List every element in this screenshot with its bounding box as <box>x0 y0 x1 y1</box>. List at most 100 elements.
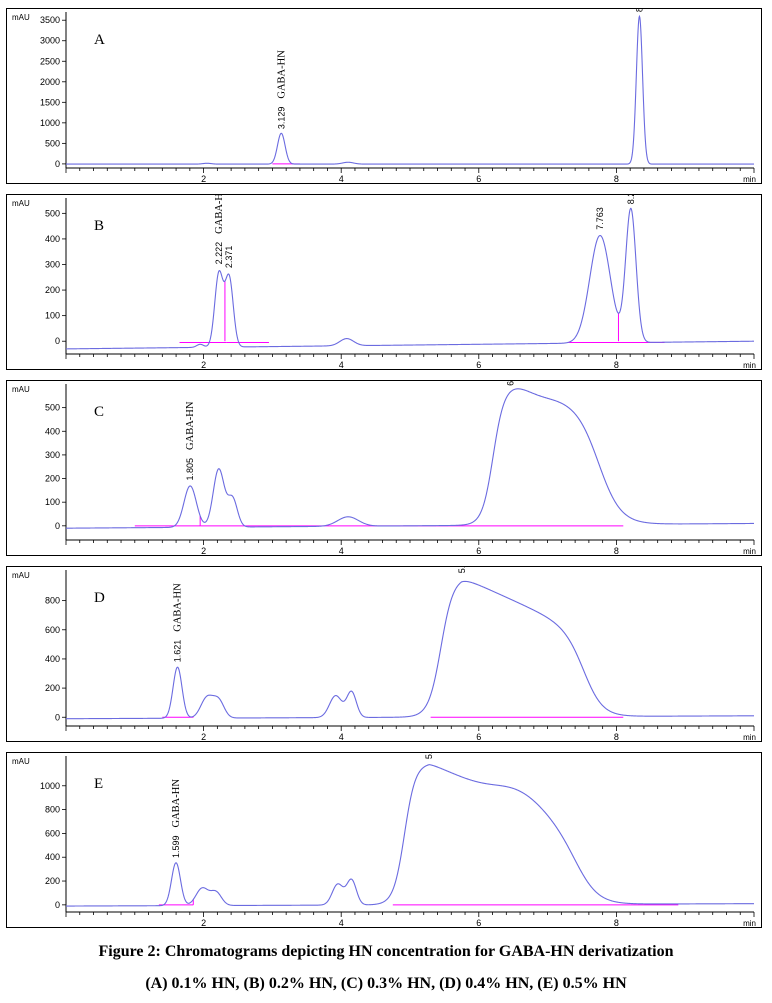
y-tick-label: 500 <box>45 208 60 218</box>
peak-retention-label: 6.460 <box>505 380 515 386</box>
y-tick-label: 100 <box>45 497 60 507</box>
y-axis-unit: mAU <box>12 571 30 580</box>
panel-letter: C <box>94 404 104 420</box>
x-tick-label: 2 <box>201 918 206 928</box>
x-tick-label: 6 <box>476 732 481 742</box>
x-axis-unit: min <box>743 733 756 742</box>
chromatogram-panel-e: 2 4 6 8 min 0 200 400 600 800 1000 mAU E 1.599 GABA-HN… <box>6 752 762 928</box>
chromatogram-d-svg: 2 4 6 8 min 0 200 400 600 800 mAU D 1.621 GABA-HN 5.75… <box>6 566 762 742</box>
panel-letter: E <box>94 776 103 792</box>
y-tick-label: 3000 <box>40 36 60 46</box>
peak-retention-label: 2.371 <box>224 246 234 269</box>
peak-retention-label: 8.335 <box>634 8 644 12</box>
chromatogram-c-svg: 2 4 6 8 min 0 100 200 300 400 500 mAU C 1.805 GABA-HN 6… <box>6 380 762 556</box>
peak-retention-label: 5.276 <box>424 752 434 759</box>
y-tick-label: 0 <box>55 521 60 531</box>
panel-letter: A <box>94 32 105 48</box>
y-tick-label: 200 <box>45 876 60 886</box>
y-tick-label: 0 <box>55 712 60 722</box>
x-tick-label: 8 <box>614 918 619 928</box>
y-tick-label: 200 <box>45 285 60 295</box>
y-tick-label: 400 <box>45 852 60 862</box>
chromatogram-e-svg: 2 4 6 8 min 0 200 400 600 800 1000 mAU E 1.599 GABA-HN… <box>6 752 762 928</box>
x-tick-label: 6 <box>476 174 481 184</box>
y-tick-label: 400 <box>45 654 60 664</box>
chromatogram-trace <box>66 388 755 529</box>
chromatogram-trace <box>65 207 755 350</box>
panel-frame <box>6 380 762 556</box>
peak-retention-label: 1.621 <box>173 640 183 663</box>
y-tick-label: 2500 <box>40 56 60 66</box>
peak-compound-label: GABA-HN <box>214 194 225 234</box>
chromatogram-b-svg: 2 4 6 8 min 0 100 200 300 400 500 mAU B 2.222 GABA-HN 2… <box>6 194 762 370</box>
y-tick-label: 300 <box>45 259 60 269</box>
y-tick-label: 0 <box>55 159 60 169</box>
x-tick-label: 8 <box>614 360 619 370</box>
x-tick-label: 2 <box>201 732 206 742</box>
x-tick-label: 8 <box>614 732 619 742</box>
figure-caption-title: Figure 2: Chromatograms depicting HN con… <box>98 943 674 960</box>
panel-frame <box>6 566 762 742</box>
y-tick-label: 1000 <box>40 781 60 791</box>
peak-retention-label: 3.129 <box>276 107 286 130</box>
peak-retention-label: 1.805 <box>185 458 195 481</box>
chromatogram-trace <box>66 580 755 720</box>
panel-letter: D <box>94 590 105 606</box>
panel-frame <box>6 194 762 370</box>
panel-frame <box>6 8 762 184</box>
x-axis-unit: min <box>743 175 756 184</box>
chromatogram-a-svg: 2 4 6 8 min 0 500 1000 1500 2000 2500 3000 3500 mAU A 3… <box>6 8 762 184</box>
y-tick-label: 800 <box>45 805 60 815</box>
peak-compound-label: GABA-HN <box>185 401 196 450</box>
chromatogram-panel-b: 2 4 6 8 min 0 100 200 300 400 500 mAU B 2.222 GABA-HN 2… <box>6 194 762 370</box>
y-tick-label: 600 <box>45 625 60 635</box>
peak-retention-label: 7.763 <box>595 207 605 230</box>
x-tick-label: 2 <box>201 174 206 184</box>
peak-retention-label: 8.210 <box>626 194 636 204</box>
peak-compound-label: GABA-HN <box>173 583 184 632</box>
x-axis-unit: min <box>743 919 756 928</box>
y-tick-label: 3500 <box>40 15 60 25</box>
x-tick-label: 6 <box>476 546 481 556</box>
x-tick-label: 8 <box>614 174 619 184</box>
y-tick-label: 1500 <box>40 97 60 107</box>
panel-letter: B <box>94 218 104 234</box>
y-tick-label: 500 <box>45 138 60 148</box>
peak-retention-label: 2.222 <box>214 242 224 265</box>
chromatogram-panel-d: 2 4 6 8 min 0 200 400 600 800 mAU D 1.621 GABA-HN 5.75… <box>6 566 762 742</box>
x-tick-label: 4 <box>339 174 344 184</box>
x-tick-label: 4 <box>339 546 344 556</box>
y-tick-label: 400 <box>45 234 60 244</box>
y-tick-label: 0 <box>55 900 60 910</box>
x-tick-label: 2 <box>201 546 206 556</box>
x-tick-label: 6 <box>476 918 481 928</box>
y-axis-unit: mAU <box>12 199 30 208</box>
figure-caption-legend: (A) 0.1% HN, (B) 0.2% HN, (C) 0.3% HN, (… <box>145 975 627 992</box>
y-tick-label: 500 <box>45 403 60 413</box>
y-tick-label: 2000 <box>40 77 60 87</box>
y-tick-label: 400 <box>45 426 60 436</box>
x-tick-label: 4 <box>339 732 344 742</box>
y-tick-label: 0 <box>55 336 60 346</box>
x-axis-unit: min <box>743 547 756 556</box>
y-axis-unit: mAU <box>12 757 30 766</box>
peak-compound-label: GABA-HN <box>276 50 287 99</box>
chromatogram-trace <box>66 14 754 165</box>
peak-retention-label: 1.599 <box>171 835 181 858</box>
x-tick-label: 4 <box>339 360 344 370</box>
y-tick-label: 100 <box>45 311 60 321</box>
y-tick-label: 800 <box>45 596 60 606</box>
x-axis-unit: min <box>743 361 756 370</box>
x-tick-label: 2 <box>201 360 206 370</box>
y-tick-label: 200 <box>45 474 60 484</box>
y-tick-label: 200 <box>45 683 60 693</box>
peak-compound-label: GABA-HN <box>171 779 182 828</box>
y-axis-unit: mAU <box>12 13 30 22</box>
x-tick-label: 6 <box>476 360 481 370</box>
y-tick-label: 300 <box>45 450 60 460</box>
chromatogram-panel-a: 2 4 6 8 min 0 500 1000 1500 2000 2500 3000 3500 mAU A 3… <box>6 8 762 184</box>
x-tick-label: 4 <box>339 918 344 928</box>
panel-frame <box>6 752 762 928</box>
x-tick-label: 8 <box>614 546 619 556</box>
y-tick-label: 600 <box>45 828 60 838</box>
